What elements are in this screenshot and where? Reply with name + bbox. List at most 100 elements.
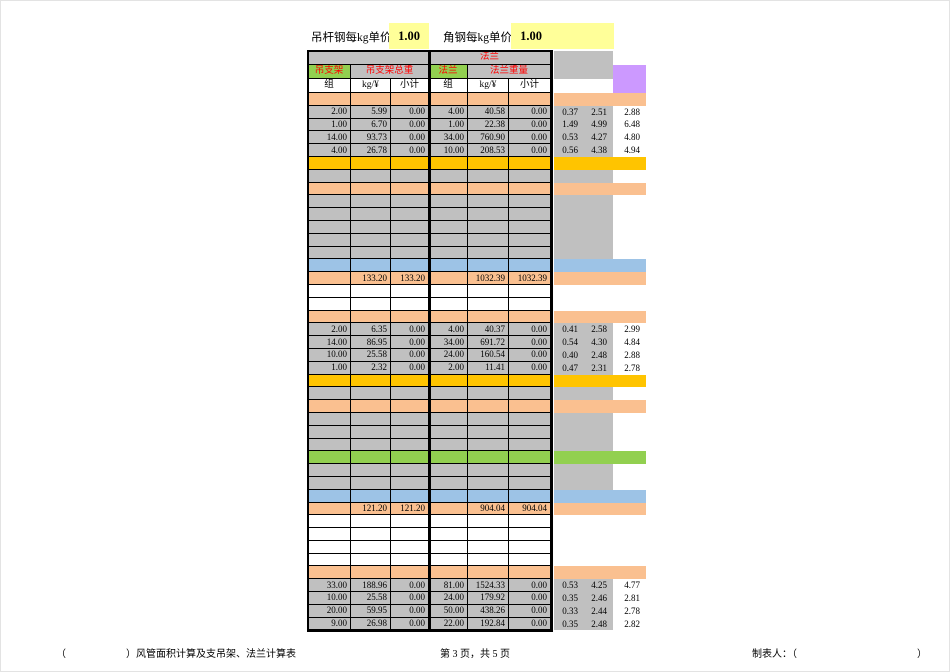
table-cell: 0.00 (509, 617, 551, 631)
table-cell (509, 438, 551, 452)
side-calc-cell: 2.44 (584, 604, 613, 618)
table-cell (391, 425, 429, 439)
side-calc-cell (554, 528, 646, 541)
table-cell (351, 515, 391, 529)
table-cell (308, 464, 351, 477)
table-cell (391, 208, 429, 221)
table-cell: 14.00 (308, 336, 351, 349)
table-cell (308, 310, 351, 324)
table-cell (429, 156, 468, 170)
table-cell: 0.00 (391, 144, 429, 157)
table-cell: 0.00 (509, 579, 551, 593)
table-cell (429, 528, 468, 541)
side-calc-cell: 0.56 (554, 144, 584, 157)
col-header-kg2: kg/¥ (468, 79, 509, 93)
table-cell (468, 169, 509, 183)
table-cell (308, 387, 351, 401)
table-cell (351, 195, 391, 209)
table-cell (509, 476, 551, 490)
col-header-subtotal2: 小计 (509, 79, 551, 93)
table-cell (391, 259, 429, 273)
table-cell (391, 246, 429, 260)
table-cell (429, 515, 468, 529)
col-header-subtotal1: 小计 (391, 79, 429, 93)
side-calc-cell (554, 233, 613, 247)
table-cell: 2.32 (351, 361, 391, 375)
table-cell: 438.26 (468, 604, 509, 618)
table-cell: 40.58 (468, 105, 509, 119)
side-calc-cell: 2.99 (624, 324, 640, 335)
side-calc-cell (613, 426, 646, 439)
table-cell (429, 93, 468, 106)
table-cell: 904.04 (509, 502, 551, 516)
table-cell (308, 528, 351, 541)
table-cell: 50.00 (429, 604, 468, 618)
table-cell (351, 233, 391, 247)
table-cell: 208.53 (468, 144, 509, 157)
table-cell (509, 387, 551, 401)
side-block-header-white (554, 79, 613, 93)
table-cell: 11.41 (468, 361, 509, 375)
table-cell (308, 246, 351, 260)
side-calc-cell: 0.35 (554, 617, 584, 631)
angle-steel-price-label: 角钢每kg单价 (443, 32, 512, 44)
table-cell (468, 208, 509, 221)
table-cell: 0.00 (391, 617, 429, 631)
side-block-header-end (613, 51, 646, 65)
table-cell (509, 540, 551, 554)
table-cell: 22.00 (429, 617, 468, 631)
side-calc-cell: 4.38 (584, 144, 613, 157)
table-cell (429, 182, 468, 196)
table-cell: 133.20 (391, 272, 429, 285)
table-cell: 22.38 (468, 118, 509, 132)
table-cell (468, 387, 509, 401)
table-cell: 2.00 (308, 105, 351, 119)
side-calc-cell (554, 464, 613, 477)
table-cell (308, 182, 351, 196)
table-cell (351, 553, 391, 567)
side-calc-cell: 0.33 (554, 604, 584, 618)
table-cell (509, 259, 551, 273)
table-cell (308, 233, 351, 247)
table-cell (468, 425, 509, 439)
table-cell: 34.00 (429, 336, 468, 349)
table-cell: 26.98 (351, 617, 391, 631)
table-cell (509, 451, 551, 465)
table-cell: 0.00 (391, 592, 429, 605)
side-calc-cell: 2.78 (624, 605, 640, 616)
table-cell: 0.00 (509, 361, 551, 375)
table-cell: 1.00 (308, 361, 351, 375)
side-calc-cell (554, 438, 613, 452)
hanger-rod-price-cell: 1.00 (389, 23, 429, 49)
table-cell: 0.00 (391, 604, 429, 618)
table-cell (351, 438, 391, 452)
side-calc-cell: 0.35 (554, 592, 584, 605)
table-cell (429, 374, 468, 388)
side-calc-cell (554, 515, 646, 528)
table-cell (468, 451, 509, 465)
side-band-cell (554, 374, 646, 388)
side-calc-cell: 4.80 (624, 132, 640, 143)
header-banner-left (308, 51, 429, 65)
side-calc-cell (554, 554, 646, 567)
table-cell (509, 310, 551, 324)
table-cell (468, 528, 509, 541)
table-cell: 40.37 (468, 323, 509, 337)
table-cell (468, 489, 509, 503)
side-calc-cell: 0.37 (554, 105, 584, 119)
table-cell (509, 284, 551, 298)
table-cell: 121.20 (391, 502, 429, 516)
table-cell (468, 412, 509, 426)
table-cell (468, 297, 509, 311)
col-header-kg1: kg/¥ (351, 79, 391, 93)
table-cell: 59.95 (351, 604, 391, 618)
side-calc-cell: 2.88 (624, 349, 640, 360)
table-cell (351, 284, 391, 298)
table-cell (429, 438, 468, 452)
table-cell (391, 553, 429, 567)
table-cell: 0.00 (509, 592, 551, 605)
side-calc-cell: 0.40 (554, 348, 584, 362)
table-cell (351, 400, 391, 413)
table-cell: 179.92 (468, 592, 509, 605)
